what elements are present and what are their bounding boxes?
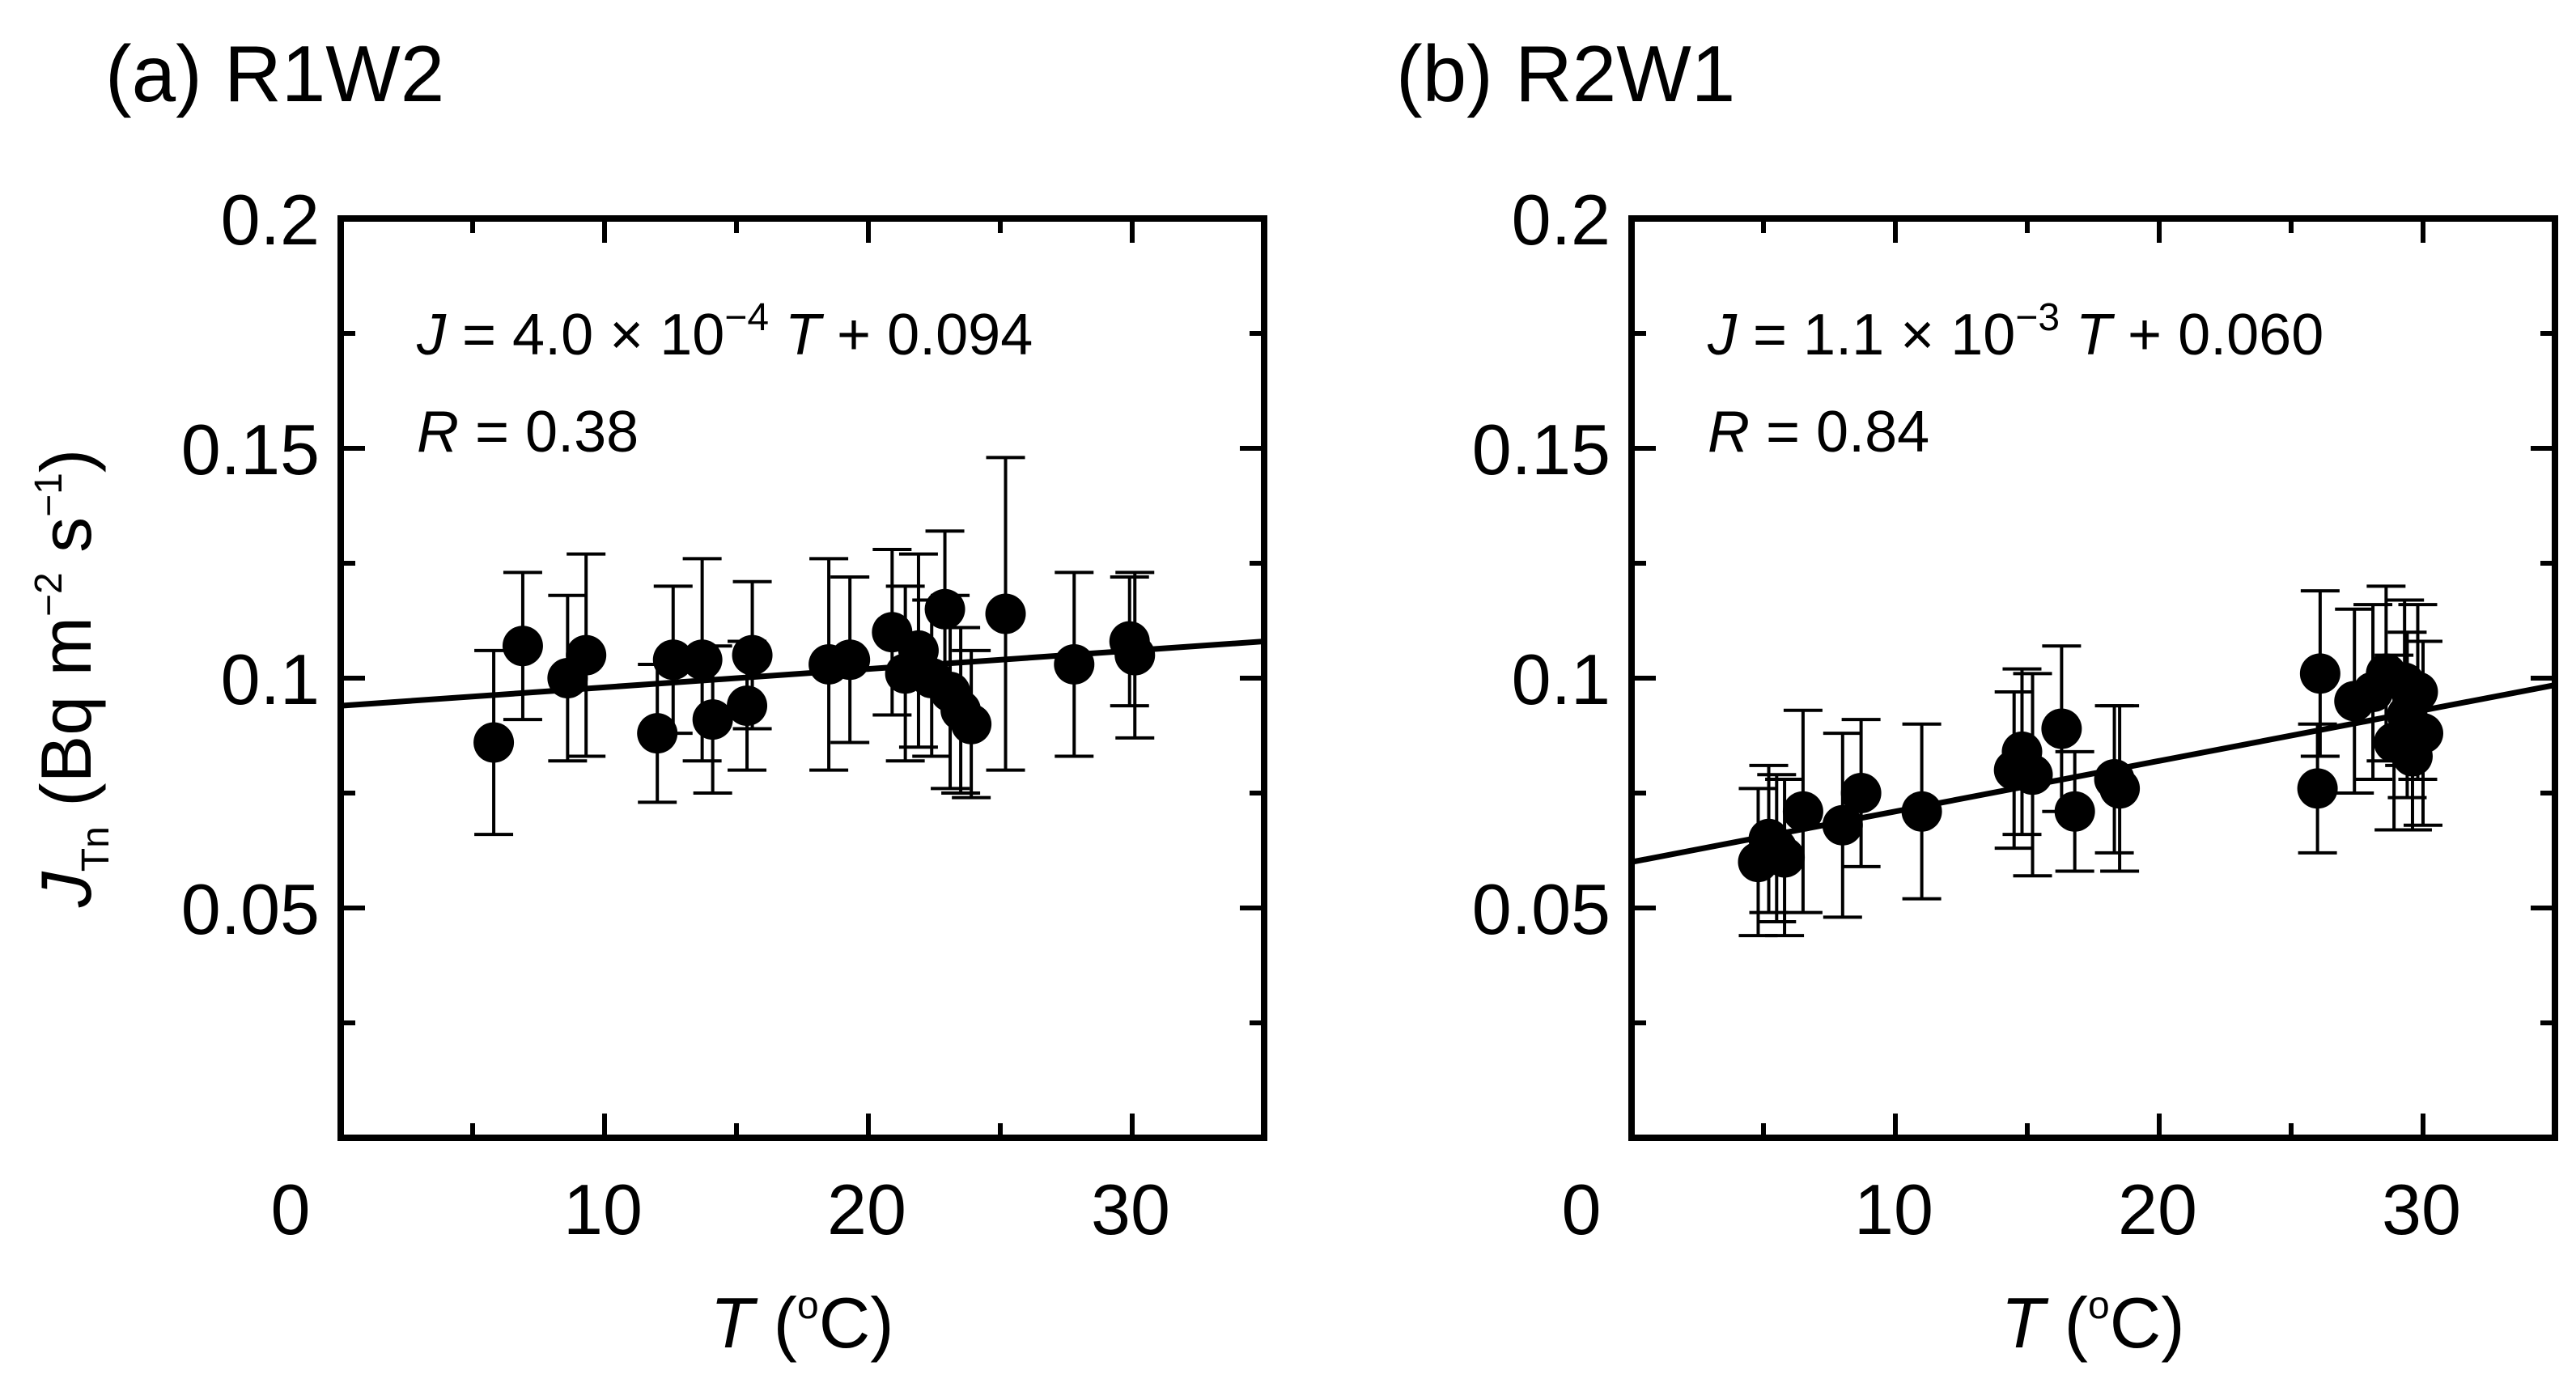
panel-b-xtick-label: 0 — [1562, 1169, 1602, 1249]
panel-b-xtick-label: 20 — [2118, 1169, 2197, 1249]
panel-a-data-points — [473, 456, 1156, 837]
panel-a-data-point — [566, 634, 607, 676]
panel-a-ytick-label: 0.1 — [221, 639, 320, 719]
panel-a-data-point — [732, 634, 773, 676]
panel-b-data-point — [2012, 754, 2053, 795]
panel-b-y-tick-labels: 0.05 0.1 0.15 0.2 — [1472, 180, 1611, 949]
panel-a-ytick-label: 0.2 — [221, 180, 320, 260]
panel-b-data-points — [1738, 584, 2443, 938]
panel-a-title: (a) R1W2 — [105, 29, 444, 118]
panel-a-x-tick-labels: 0 10 20 30 — [271, 1169, 1170, 1249]
panel-a-data-point — [1054, 643, 1095, 685]
panel-b-xtick-label: 10 — [1854, 1169, 1933, 1249]
panel-a-ytick-label: 0.05 — [181, 869, 320, 949]
panel-b-correlation: R = 0.84 — [1708, 400, 1929, 465]
panel-a-ytick-label: 0.15 — [181, 409, 320, 490]
panel-b-data-point — [2299, 653, 2340, 694]
panel-b-data-point — [2041, 708, 2082, 749]
panel-b-data-point — [2054, 791, 2095, 832]
panel-a-data-point — [473, 722, 515, 763]
panel-b-data-point — [1764, 837, 1806, 878]
panel-b-data-point — [2099, 768, 2141, 809]
panel-b-ytick-label: 0.2 — [1512, 180, 1611, 260]
panel-a-data-point — [830, 639, 871, 681]
panel-a-data-point — [692, 699, 733, 740]
panel-a-data-point — [951, 703, 992, 745]
panel-b-data-point — [2297, 768, 2338, 809]
panel-a-data-point — [985, 593, 1026, 634]
panel-b-title: (b) R2W1 — [1396, 29, 1735, 118]
panel-a-data-point — [652, 639, 694, 681]
panel-a-y-tick-labels: 0.05 0.1 0.15 0.2 — [181, 180, 320, 949]
panel-b-data-point — [1901, 791, 1942, 832]
panel-b-data-point — [2387, 694, 2428, 736]
panel-a-data-point — [727, 685, 768, 727]
panel-a-data-point — [924, 588, 965, 630]
panel-b-data-point — [1782, 791, 1823, 832]
panel-b-ytick-label: 0.05 — [1472, 869, 1611, 949]
panel-b-xtick-label: 30 — [2382, 1169, 2461, 1249]
panel-b-ytick-label: 0.15 — [1472, 409, 1611, 490]
panel-b-data-point — [1822, 804, 1863, 846]
panel-a-y-axis-label: JTn (Bq m−2 s−1) — [26, 449, 117, 908]
panel-a-data-point — [502, 626, 543, 667]
panel-a-xtick-label: 0 — [271, 1169, 311, 1249]
panel-b-fit-equation: J = 1.1 × 10−3 T + 0.060 — [1707, 296, 2323, 367]
panel-b-x-axis-label: T (oC) — [2001, 1283, 2184, 1363]
panel-a-x-axis-label: T (oC) — [710, 1283, 893, 1363]
panel-a-fit-equation: J = 4.0 × 10−4 T + 0.094 — [416, 296, 1033, 367]
panel-a-data-point — [1114, 634, 1156, 676]
panel-a-xtick-label: 30 — [1091, 1169, 1170, 1249]
panel-a-xtick-label: 20 — [827, 1169, 906, 1249]
panel-a-correlation: R = 0.38 — [417, 400, 639, 465]
panel-b-ytick-label: 0.1 — [1512, 639, 1611, 719]
panel-b-ticks — [1632, 216, 2557, 1138]
panel-b-data-point — [1840, 773, 1882, 813]
panel-a-ticks — [341, 216, 1267, 1138]
panel-b-x-tick-labels: 0 10 20 30 — [1562, 1169, 2461, 1249]
panel-b: (b) R2W1 0.05 0.1 0.15 0.2 0 10 20 30 T … — [1396, 29, 2558, 1363]
panel-a: (a) R1W2 0.05 0.1 0.15 0.2 0 10 20 30 T … — [26, 29, 1267, 1363]
panel-a-xtick-label: 10 — [563, 1169, 643, 1249]
